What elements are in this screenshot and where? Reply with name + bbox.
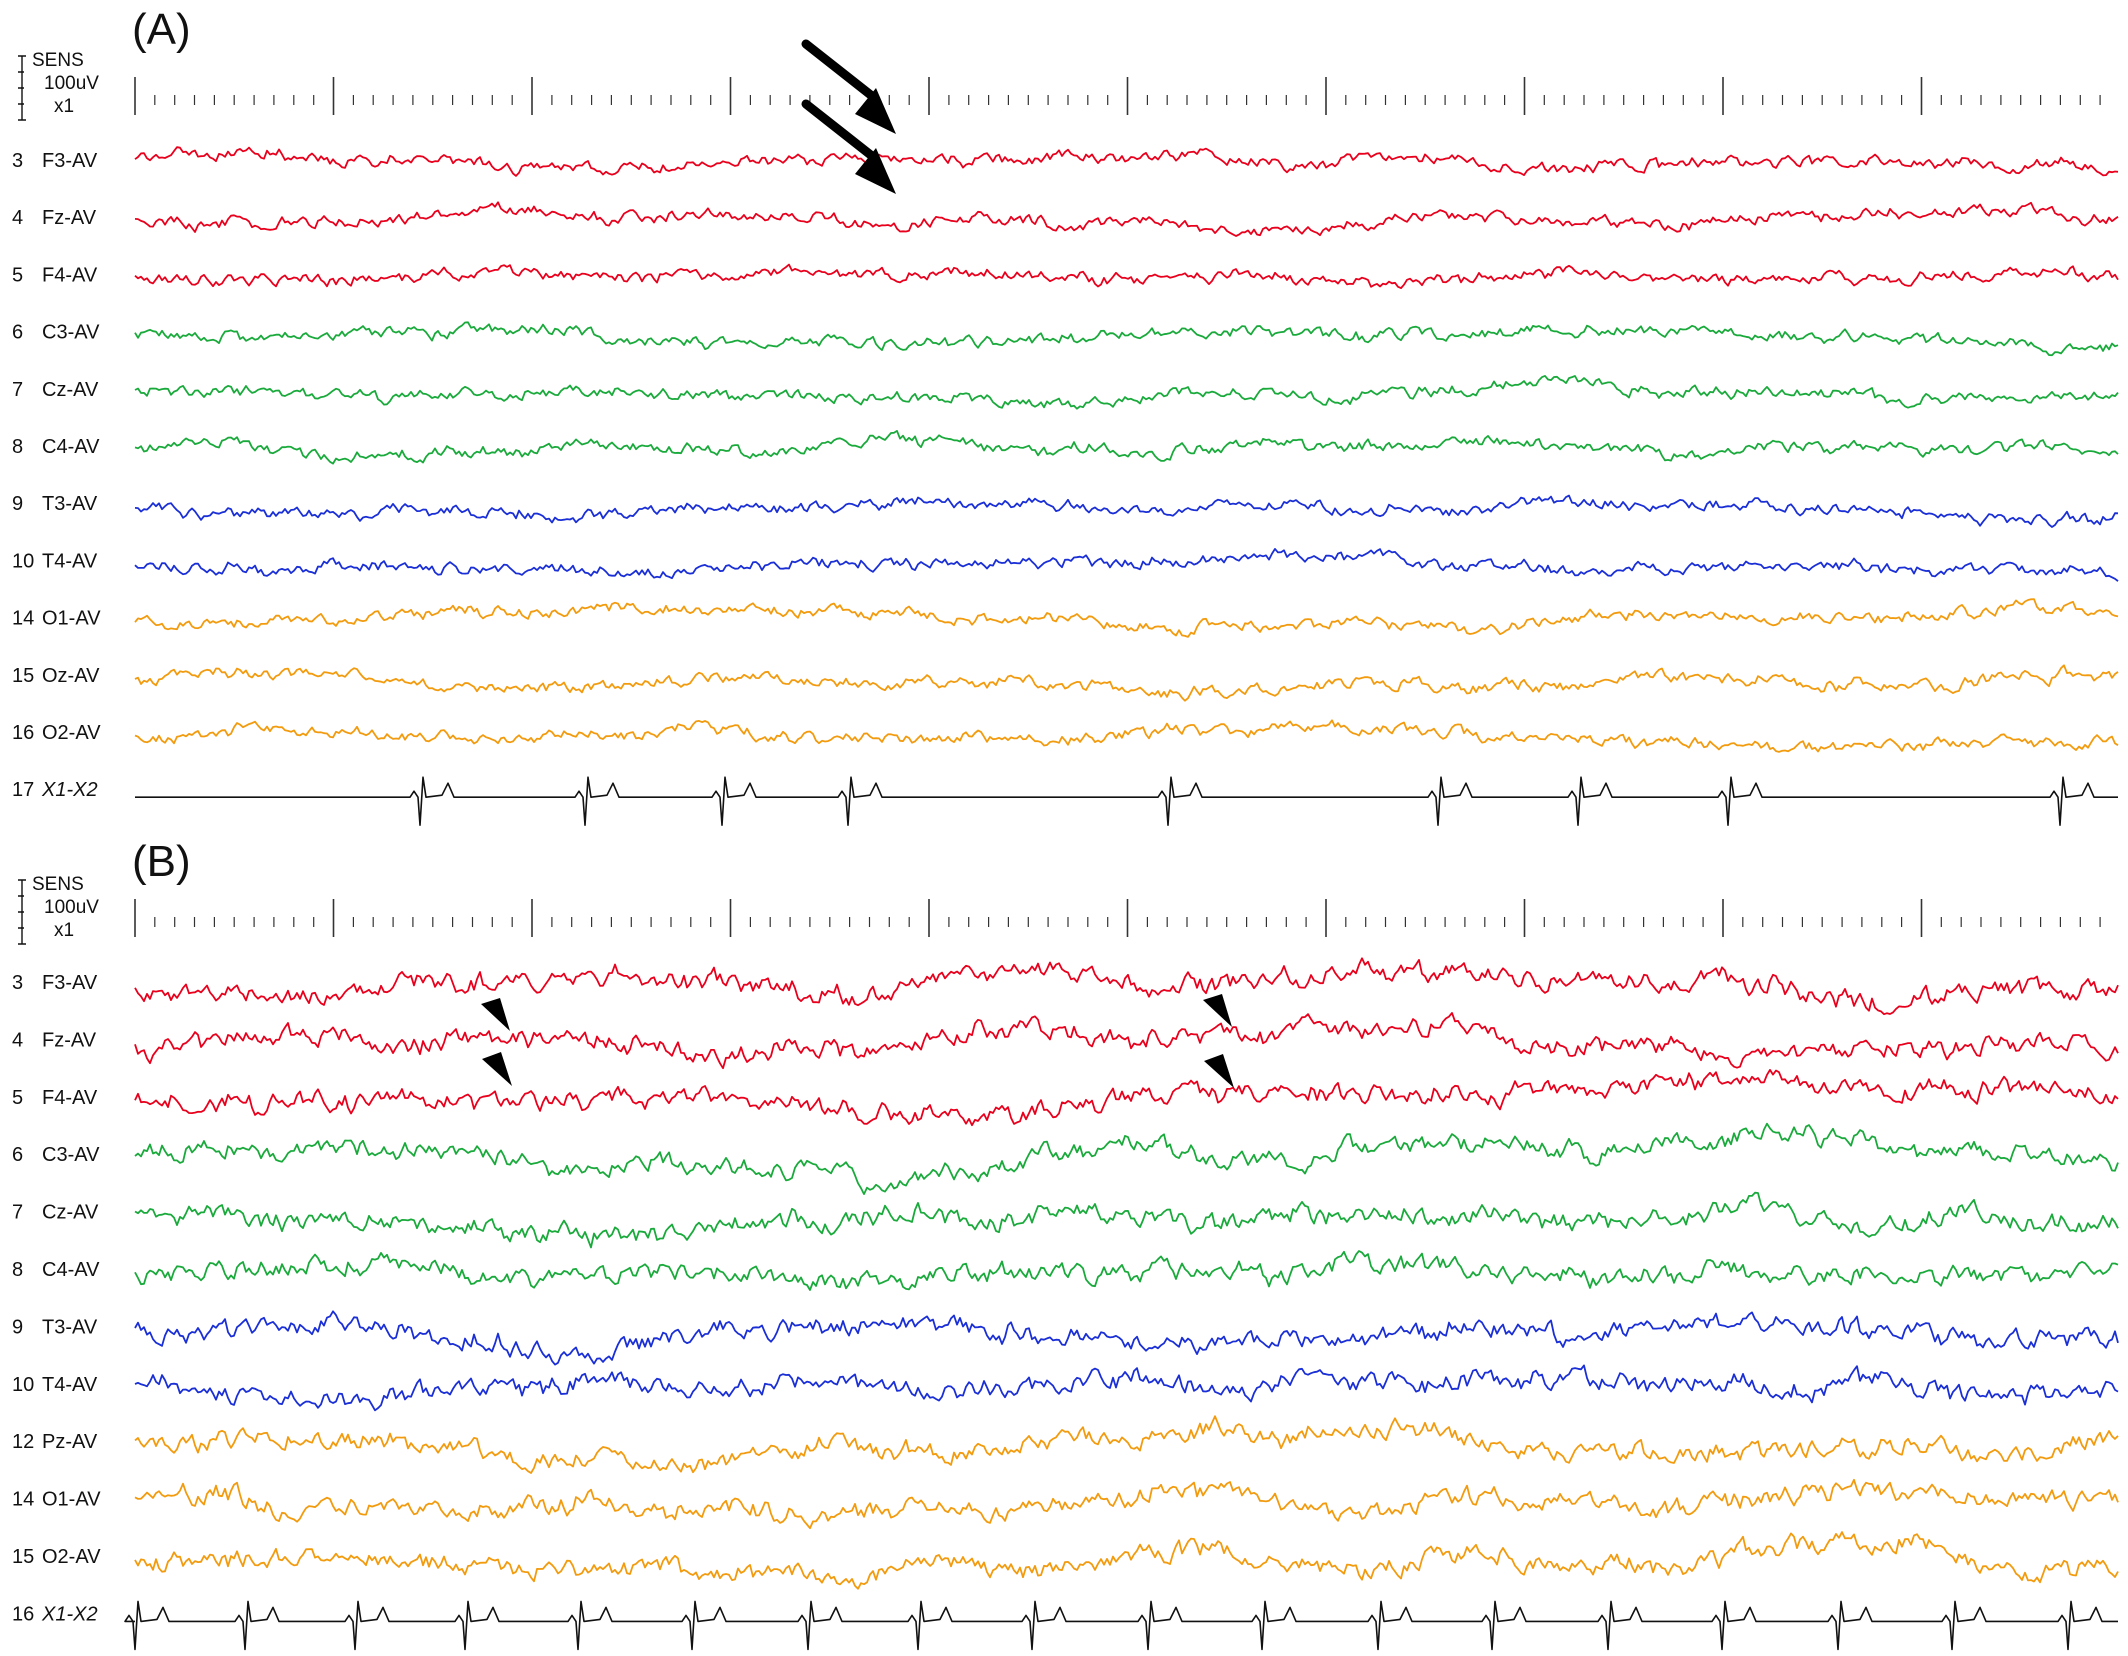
channel-number: 17 (12, 779, 34, 801)
panel-b-sens-amplitude: 100uV (44, 897, 99, 918)
arrowhead-2 (482, 1052, 512, 1086)
panel-b: (B) SENS 100uV x1 3 F3-AV 4 Fz-AV 5 F4-AV 6 C3-… (12, 837, 2119, 1651)
channel-name: Fz-AV (42, 1029, 97, 1051)
trace-t4-av (134, 1364, 2119, 1412)
channel-name: O2-AV (42, 1546, 101, 1568)
channel-number: 8 (12, 1259, 23, 1281)
panel-a-sens-amplitude: 100uV (44, 73, 99, 94)
arrowhead-4 (1204, 1054, 1234, 1088)
panel-b-sens-gain: x1 (54, 920, 74, 941)
panel-a-sens-gain: x1 (54, 96, 74, 117)
trace-o1-av (134, 598, 2119, 638)
trace-fz-av (134, 1012, 2119, 1070)
channel-name: C3-AV (42, 322, 100, 344)
channel-number: 6 (12, 322, 23, 344)
channel-name: Pz-AV (42, 1431, 98, 1453)
trace-x1-x2 (135, 776, 2118, 826)
panel-a-time-ruler (134, 77, 2101, 115)
panel-b-sensitivity-scale: SENS 100uV x1 (18, 874, 99, 945)
panel-b-label: (B) (132, 837, 191, 886)
channel-name: O1-AV (42, 608, 101, 630)
channel-number: 14 (12, 608, 34, 630)
channel-name: T3-AV (42, 1316, 98, 1338)
channel-number: 9 (12, 1316, 23, 1338)
channel-name: T4-AV (42, 550, 98, 572)
channel-number: 14 (12, 1489, 34, 1511)
panel-b-time-ruler (134, 899, 2101, 937)
channel-number: 15 (12, 665, 34, 687)
arrowhead-3 (1203, 994, 1232, 1027)
panel-b-traces (124, 957, 2119, 1651)
channel-number: 5 (12, 264, 23, 286)
trace-x1-x2 (124, 1600, 2118, 1651)
channel-name: Oz-AV (42, 665, 100, 687)
channel-number: 12 (12, 1431, 34, 1453)
trace-o2-av (134, 719, 2119, 753)
panel-a: (A) SENS 100uV x1 3 F3-AV 4 Fz-AV 5 F4-AV 6 C3-… (12, 5, 2119, 826)
trace-c4-av (134, 1250, 2119, 1291)
trace-t3-av (134, 494, 2119, 528)
channel-number: 16 (12, 1603, 34, 1625)
channel-name: Fz-AV (42, 207, 97, 229)
trace-o2-av (134, 1531, 2119, 1590)
channel-name: F3-AV (42, 972, 98, 994)
channel-name: X1-X2 (41, 1603, 98, 1625)
channel-number: 15 (12, 1546, 34, 1568)
trace-cz-av (134, 375, 2119, 410)
channel-name: F3-AV (42, 150, 98, 172)
channel-name: O1-AV (42, 1489, 101, 1511)
channel-number: 10 (12, 1374, 34, 1396)
trace-c4-av (134, 430, 2119, 465)
channel-name: C3-AV (42, 1144, 100, 1166)
channel-number: 4 (12, 1029, 23, 1051)
trace-c3-av (134, 321, 2119, 357)
trace-oz-av (134, 664, 2119, 702)
panel-a-sensitivity-scale: SENS 100uV x1 (18, 50, 99, 121)
channel-number: 10 (12, 550, 34, 572)
panel-a-sens-title: SENS (32, 50, 84, 71)
channel-name: C4-AV (42, 436, 100, 458)
channel-name: F4-AV (42, 1087, 98, 1109)
panel-b-sens-title: SENS (32, 874, 84, 895)
channel-number: 4 (12, 207, 23, 229)
panel-a-traces (134, 146, 2119, 826)
spike-arrow-upper (801, 39, 896, 134)
channel-number: 6 (12, 1144, 23, 1166)
trace-fz-av (134, 201, 2119, 237)
channel-name: C4-AV (42, 1259, 100, 1281)
channel-number: 8 (12, 436, 23, 458)
trace-f4-av (134, 263, 2119, 289)
spike-arrow-lower (801, 99, 896, 194)
channel-name: T3-AV (42, 493, 98, 515)
channel-name: Cz-AV (42, 379, 99, 401)
trace-t3-av (134, 1310, 2119, 1366)
channel-number: 9 (12, 493, 23, 515)
channel-number: 16 (12, 722, 34, 744)
trace-f3-av (134, 146, 2119, 177)
channel-number: 5 (12, 1087, 23, 1109)
trace-pz-av (134, 1415, 2119, 1474)
trace-cz-av (134, 1191, 2119, 1249)
channel-name: O2-AV (42, 722, 101, 744)
trace-f4-av (134, 1069, 2119, 1127)
channel-name: T4-AV (42, 1374, 98, 1396)
channel-number: 7 (12, 1202, 23, 1224)
panel-b-channel-labels: 3 F3-AV 4 Fz-AV 5 F4-AV 6 C3-AV 7 Cz-AV 8 C4-AV 9 T3-… (12, 972, 101, 1625)
channel-name: Cz-AV (42, 1202, 99, 1224)
panel-a-label: (A) (132, 5, 191, 54)
channel-number: 3 (12, 150, 23, 172)
trace-t4-av (134, 548, 2119, 582)
channel-name: X1-X2 (41, 779, 98, 801)
panel-b-sharp-wave-arrowheads (481, 994, 1234, 1088)
arrowhead-1 (481, 998, 510, 1031)
channel-number: 7 (12, 379, 23, 401)
panel-a-spike-arrows (801, 39, 896, 194)
channel-number: 3 (12, 972, 23, 994)
trace-o1-av (134, 1478, 2119, 1530)
panel-a-channel-labels: 3 F3-AV 4 Fz-AV 5 F4-AV 6 C3-AV 7 Cz-AV 8 C4-AV 9 T3-… (12, 150, 101, 801)
channel-name: F4-AV (42, 264, 98, 286)
trace-c3-av (134, 1122, 2119, 1195)
trace-f3-av (134, 957, 2119, 1016)
